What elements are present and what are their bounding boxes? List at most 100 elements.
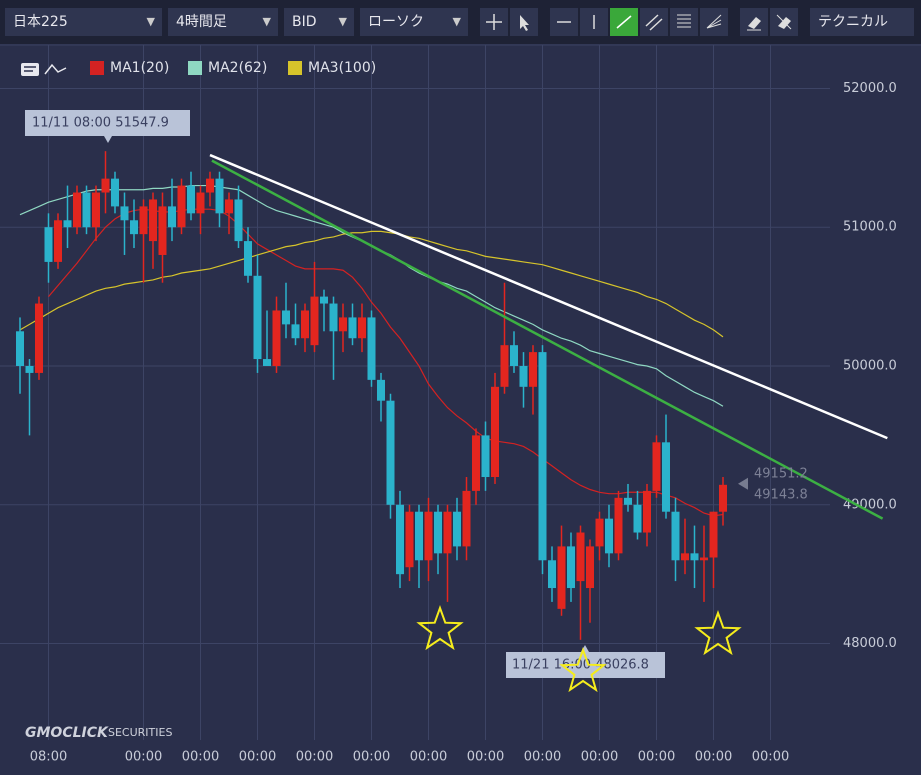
candle-body	[424, 511, 433, 561]
candle-body	[54, 220, 62, 262]
eraser-tool[interactable]	[740, 8, 768, 36]
candle-body	[481, 435, 490, 478]
y-tick-label: 49000.0	[843, 497, 897, 512]
candle-body	[662, 442, 670, 512]
candle-body	[111, 178, 119, 207]
legend-swatch	[288, 61, 302, 75]
crosshair-tool[interactable]	[480, 8, 508, 36]
star	[694, 610, 742, 656]
candle-body	[576, 532, 585, 582]
candle-body	[709, 511, 718, 558]
candle-body	[73, 192, 81, 228]
legend-swatch	[188, 61, 202, 75]
x-tick-label: 00:00	[410, 750, 447, 765]
candle-body	[301, 310, 309, 339]
fan-tool[interactable]	[700, 8, 728, 36]
candle-body	[149, 199, 157, 242]
candle-body	[614, 497, 623, 554]
candle-body	[92, 192, 100, 228]
candle-body	[263, 359, 271, 366]
candle-body	[567, 546, 575, 589]
x-tick-label: 00:00	[524, 750, 561, 765]
candle-body	[244, 241, 252, 276]
candle-body	[453, 511, 461, 547]
candle-body	[25, 365, 34, 373]
candle-body	[206, 178, 214, 193]
x-tick-label: 00:00	[182, 750, 219, 765]
ma-line	[19, 230, 724, 338]
candle-body	[348, 317, 357, 339]
candle-body	[652, 442, 661, 491]
candle-body	[700, 557, 708, 561]
interval: 4時間足	[176, 14, 227, 30]
candle-body	[633, 504, 642, 533]
channel-tool[interactable]	[640, 8, 668, 36]
y-tick-label: 51000.0	[843, 220, 897, 235]
candle-body	[405, 511, 414, 568]
y-tick-label: 50000.0	[843, 358, 897, 373]
candle-body	[434, 511, 442, 554]
chart-style: ローソク	[368, 14, 424, 30]
x-tick-label: 00:00	[296, 750, 333, 765]
legend-label: MA1(20)	[110, 60, 169, 76]
candle-body	[291, 324, 300, 339]
candle-body	[130, 220, 138, 235]
candle-body	[643, 490, 651, 533]
candle-body	[35, 303, 43, 373]
x-tick-label: 00:00	[125, 750, 162, 765]
candle-body	[443, 511, 452, 554]
candle-body	[377, 379, 385, 401]
candle-body	[139, 206, 148, 235]
pointer-tool[interactable]	[510, 8, 538, 36]
candle-body	[82, 192, 91, 228]
trendline	[211, 159, 884, 520]
technical-button[interactable]: テクニカル	[810, 8, 914, 36]
interval-select[interactable]: 4時間足 ▼	[168, 8, 278, 36]
candle-body	[196, 192, 205, 214]
candle-body	[63, 220, 72, 228]
price-marker-arrow	[738, 477, 748, 490]
x-tick-label: 08:00	[30, 750, 67, 765]
candle-body	[690, 553, 699, 561]
candle-body	[358, 317, 366, 339]
candle-body	[719, 484, 727, 512]
candle-body	[158, 206, 167, 255]
toolbar: 日本225 ▼ 4時間足 ▼ BID ▼ ローソク ▼ テクニカル	[0, 0, 921, 44]
x-tick-label: 00:00	[695, 750, 732, 765]
star	[416, 605, 464, 651]
price-type: BID	[292, 14, 317, 30]
legend-label: MA2(62)	[208, 60, 267, 76]
candle-body	[681, 553, 689, 561]
candle-body	[510, 345, 518, 366]
x-tick-label: 00:00	[581, 750, 618, 765]
candle-body	[367, 317, 376, 380]
candle-body	[519, 365, 528, 387]
trendline-tool[interactable]	[610, 8, 638, 36]
y-tick-label: 48000.0	[843, 636, 897, 651]
candle-body	[120, 206, 129, 221]
candle-body	[396, 504, 404, 575]
watermark: SECURITIES	[108, 726, 172, 739]
fibo-tool[interactable]	[670, 8, 698, 36]
clear-tool[interactable]	[770, 8, 798, 36]
chart-style-select[interactable]: ローソク ▼	[360, 8, 468, 36]
vline-tool[interactable]	[580, 8, 608, 36]
candle-body	[16, 331, 24, 366]
x-tick-label: 00:00	[638, 750, 675, 765]
annotation-box	[25, 110, 190, 136]
annotation-pointer	[104, 136, 112, 143]
trendline	[209, 153, 888, 440]
candle-body	[215, 178, 224, 214]
price-marker-label: 49143.8	[754, 487, 808, 502]
candle-body	[548, 560, 556, 589]
candle-body	[339, 317, 347, 332]
candle-body	[500, 345, 509, 387]
hline-tool[interactable]	[550, 8, 578, 36]
candle-body	[557, 546, 566, 609]
candle-body	[595, 518, 604, 547]
symbol-select[interactable]: 日本225 ▼	[5, 8, 162, 36]
price-type-select[interactable]: BID ▼	[284, 8, 354, 36]
watermark: GMOCLICK	[25, 725, 109, 741]
star-annotations	[416, 605, 742, 693]
